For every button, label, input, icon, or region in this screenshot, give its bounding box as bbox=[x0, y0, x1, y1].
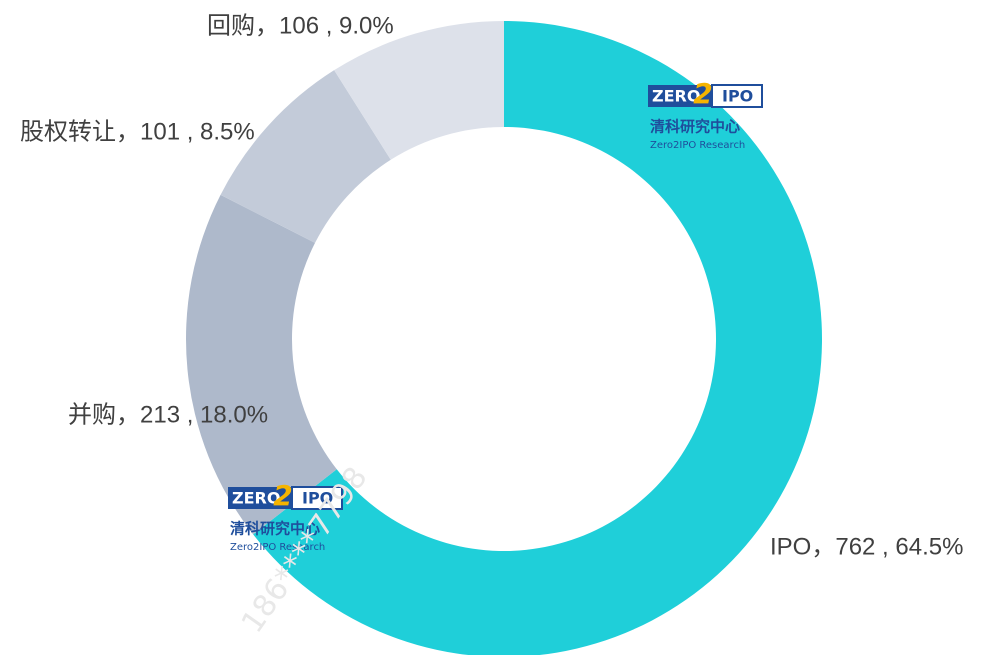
logo-cn: 清科研究中心 bbox=[230, 520, 320, 538]
logo-en: Zero2IPO Research bbox=[650, 140, 745, 151]
donut-segment bbox=[253, 21, 822, 655]
data-label: 并购，213 , 18.0% bbox=[68, 401, 268, 428]
logo-two: 2 bbox=[273, 479, 292, 512]
logo-en: Zero2IPO Research bbox=[230, 542, 325, 553]
data-label: IPO，762 , 64.5% bbox=[770, 533, 963, 560]
logo-box bbox=[228, 487, 292, 509]
logo-zero: ZERO bbox=[652, 87, 700, 106]
logo-box-outline bbox=[711, 84, 763, 108]
logo-zero: ZERO bbox=[232, 489, 280, 508]
logo-box-outline bbox=[291, 486, 343, 510]
logo-two: 2 bbox=[693, 77, 712, 110]
logo-ipo: IPO bbox=[302, 489, 333, 508]
donut-segment bbox=[185, 194, 337, 535]
logo-box bbox=[648, 85, 712, 107]
logo-ipo: IPO bbox=[722, 87, 753, 106]
donut-segment bbox=[220, 70, 391, 243]
logo-cn: 清科研究中心 bbox=[650, 118, 740, 136]
donut-segment bbox=[334, 21, 504, 160]
data-label: 回购，106 , 9.0% bbox=[207, 12, 394, 39]
data-label: 股权转让，101 , 8.5% bbox=[20, 118, 255, 145]
